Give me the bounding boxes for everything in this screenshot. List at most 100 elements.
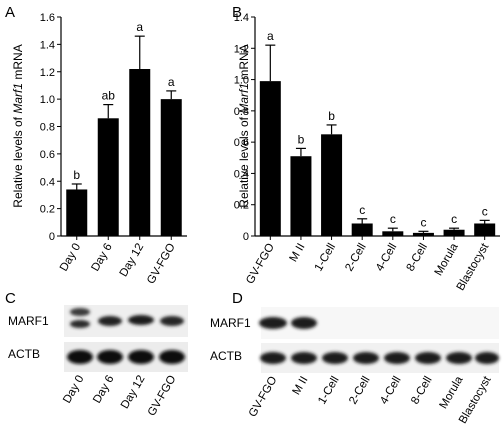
significance-label-b-4: c — [390, 212, 396, 226]
significance-label-b-0: a — [267, 29, 274, 43]
panel-label-b: B — [232, 4, 242, 21]
blot-c-bands — [67, 308, 185, 364]
chart-b: 0 0.2 0.4 0.6 0.8 1.0 1.2 1.4 a GV-FGO b M II b 1-Cel… — [234, 12, 500, 293]
y-tick-label-a: 0.8 — [40, 122, 55, 134]
bar-b-0 — [259, 81, 281, 236]
x-tick-label-b-4: 4-Cell — [374, 242, 399, 274]
significance-label-a-0: b — [73, 168, 80, 182]
x-tick-label-b-7: Blastocyst — [455, 241, 492, 293]
significance-label-a-2: a — [136, 20, 143, 34]
bar-a-3 — [160, 99, 182, 236]
x-tick-label-b-6: Morula — [433, 241, 461, 278]
y-tick-label-b: 0.6 — [234, 137, 249, 149]
bar-b-5 — [412, 232, 434, 236]
blot-c-row-label-marf1: MARF1 — [8, 314, 49, 328]
blot-c-lanes-label-3: GV-FGO — [146, 373, 179, 418]
y-tick-label-a: 0.6 — [40, 149, 55, 161]
y-tick-label-a: 0.2 — [40, 204, 55, 216]
y-tick-label-b: 0.2 — [234, 200, 249, 212]
x-tick-label-b-2: 1-Cell — [313, 242, 338, 274]
significance-label-b-7: c — [482, 204, 488, 218]
blot-d-actb-band-8 — [475, 352, 499, 364]
blot-d-marf1-band-2 — [291, 317, 317, 329]
blot-d-actb-band-4 — [353, 352, 379, 364]
significance-label-b-5: c — [420, 215, 426, 229]
significance-label-b-6: c — [451, 212, 457, 226]
blot-c-lanes-label-2: Day 12 — [119, 374, 148, 412]
panel-label-c: C — [5, 290, 16, 307]
blot-c-row-label-actb: ACTB — [8, 347, 40, 361]
blot-c-marf1-band-1a — [70, 308, 90, 316]
blot-c-marf1-band-3 — [128, 315, 154, 325]
x-tick-label-b-0: GV-FGO — [244, 241, 277, 286]
bar-b-6 — [443, 229, 465, 236]
blot-d-actb-band-3 — [322, 352, 348, 364]
blot-d-lanes-label-4: 4-Cell — [378, 375, 403, 407]
blot-d-lanes-label-5: 8-Cell — [409, 375, 434, 407]
y-axis-label-b: Relative levels of Marf1 mRNA — [237, 44, 251, 207]
x-tick-label-b-5: 8-Cell — [405, 242, 430, 274]
blot-d-bands — [259, 317, 499, 364]
x-tick-label-a-3: GV-FGO — [145, 241, 178, 286]
y-tick-label-b: 0.8 — [234, 106, 249, 118]
blot-c-marf1-band-4 — [160, 316, 184, 326]
blot-d-actb-band-2 — [291, 352, 317, 364]
blot-d-actb-band-1 — [260, 352, 286, 364]
y-tick-label-b: 0 — [243, 231, 249, 243]
y-tick-label-b: 0.4 — [234, 168, 249, 180]
panel-label-a: A — [5, 4, 15, 21]
significance-label-a-3: a — [168, 75, 175, 89]
x-tick-label-a-1: Day 6 — [89, 242, 114, 274]
blot-d-lanes-label-0: GV-FGO — [247, 374, 280, 419]
blot-c-actb-band-3 — [128, 350, 154, 364]
blot-c-actb-band-1 — [67, 350, 93, 364]
blot-d-lane-labels: GV-FGO M II 1-Cell 2-Cell 4-Cell 8-Cell Morula… — [247, 374, 494, 426]
bar-b-7 — [474, 223, 496, 236]
y-tick-label-b: 1.4 — [234, 12, 249, 24]
blot-d-actb-band-6 — [415, 352, 441, 364]
blot-d-lanes-label-2: 1-Cell — [316, 375, 341, 407]
significance-label-a-1: ab — [102, 89, 116, 103]
bar-b-4 — [382, 231, 404, 236]
y-tick-label-b: 1.2 — [234, 43, 249, 55]
y-tick-label-a: 1.6 — [40, 12, 55, 24]
blot-d-row-label-marf1: MARF1 — [210, 316, 251, 330]
bar-b-3 — [351, 223, 373, 236]
blot-d-row-label-actb: ACTB — [210, 349, 242, 363]
blot-d-lanes-label-6: Morula — [438, 374, 466, 411]
blot-panel-d: MARF1 ACTB GV-FGO M II 1-Cell 2-Cell 4-Cell 8… — [210, 307, 499, 426]
panel-label-d: D — [232, 290, 243, 307]
blot-d-marf1-band-1 — [259, 317, 287, 329]
blot-c-marf1-band-2 — [98, 316, 122, 326]
blot-c-lanes-label-0: Day 0 — [61, 374, 86, 406]
blot-d-actb-band-7 — [446, 352, 472, 364]
bar-a-0 — [66, 189, 88, 236]
significance-label-b-3: c — [359, 203, 365, 217]
blot-c-actb-band-4 — [159, 350, 185, 364]
y-tick-label-a: 1.4 — [40, 39, 55, 51]
bar-b-2 — [321, 134, 343, 236]
blot-d-lanes-label-1: M II — [291, 375, 311, 398]
y-tick-label-b: 1.0 — [234, 75, 249, 87]
significance-label-b-2: b — [328, 109, 335, 123]
significance-label-b-1: b — [298, 132, 305, 146]
y-tick-label-a: 1.2 — [40, 67, 55, 79]
bar-a-1 — [97, 118, 119, 236]
y-tick-label-a: 0 — [49, 231, 55, 243]
blot-d-lanes-label-3: 2-Cell — [347, 375, 372, 407]
chart-a: 0 0.2 0.4 0.6 0.8 1.0 1.2 1.4 1.6 b Day 0 ab Day 6 a D… — [40, 12, 187, 286]
blot-c-marf1-band-1b — [70, 320, 90, 328]
y-axis-label-a: Relative levels of Marf1 mRNA — [11, 44, 25, 207]
y-tick-label-a: 0.4 — [40, 176, 55, 188]
y-tick-label-a: 1.0 — [40, 94, 55, 106]
blot-c-actb-band-2 — [97, 350, 123, 364]
x-tick-label-a-0: Day 0 — [58, 242, 83, 274]
bar-b-1 — [290, 156, 312, 236]
blot-d-actb-band-5 — [384, 352, 410, 364]
x-tick-label-b-1: M II — [288, 242, 308, 265]
bar-a-2 — [129, 69, 151, 236]
blot-c-lanes-label-1: Day 6 — [91, 374, 116, 406]
x-tick-label-a-2: Day 12 — [118, 242, 147, 280]
